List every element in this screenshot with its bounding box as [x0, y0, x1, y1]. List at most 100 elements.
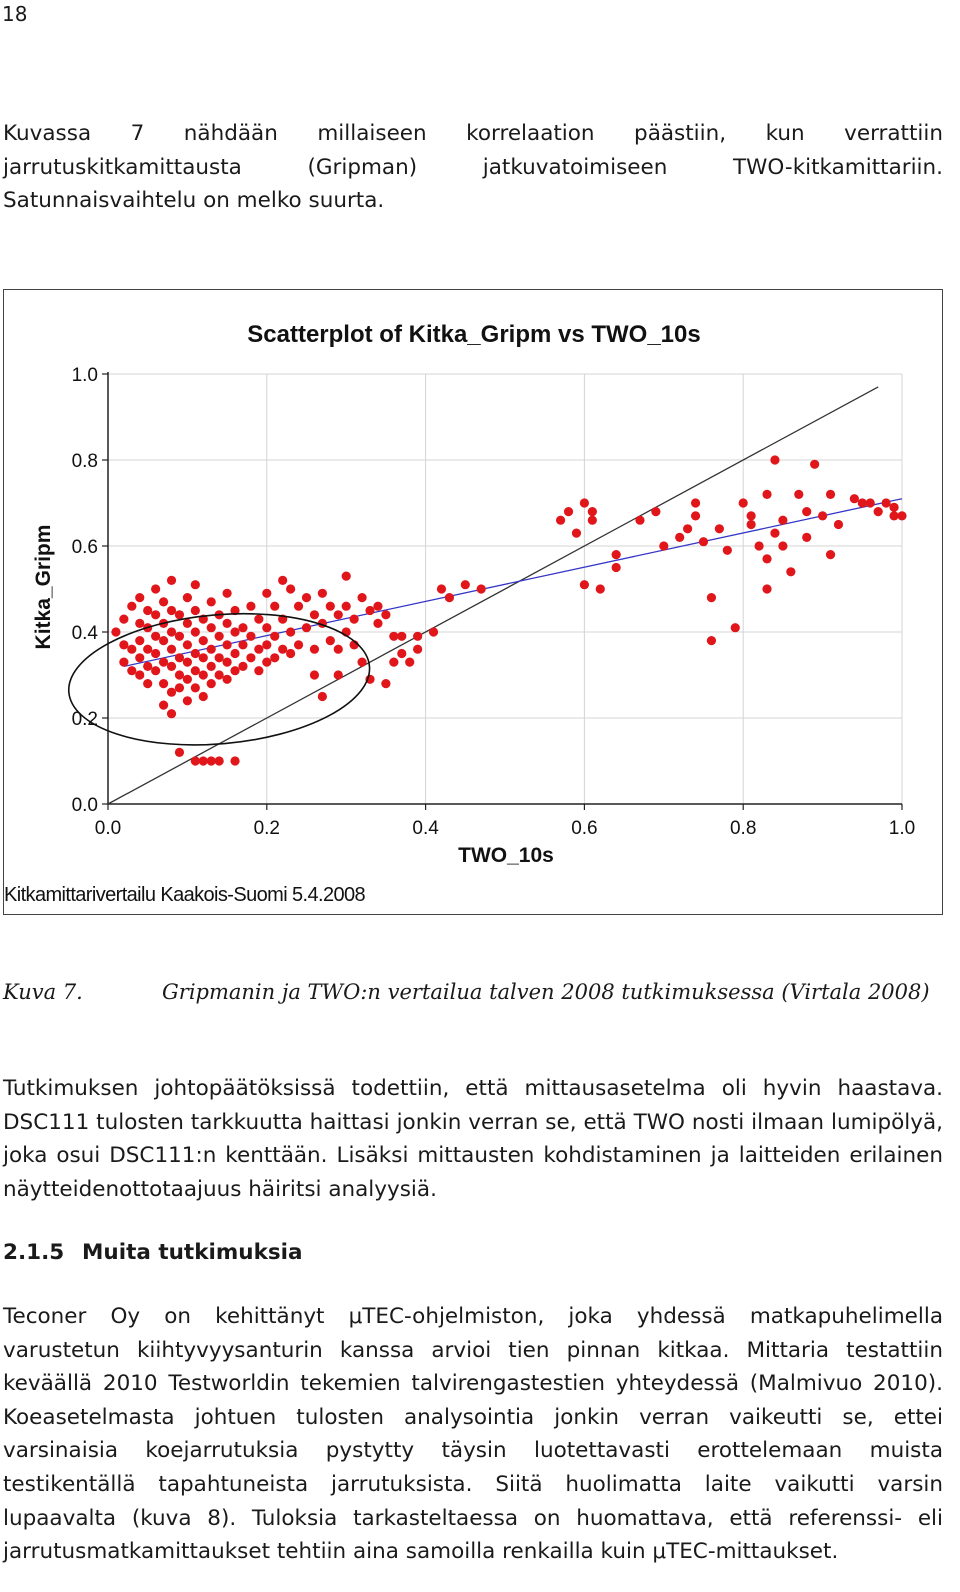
figure-caption-label: Kuva 7.	[3, 980, 83, 1004]
data-point	[873, 507, 883, 517]
data-point	[301, 623, 312, 633]
data-point	[158, 597, 169, 607]
data-point	[730, 623, 740, 633]
data-point	[166, 709, 177, 719]
data-point	[293, 601, 304, 611]
data-point	[857, 498, 867, 508]
data-point	[190, 627, 200, 637]
x-tick-label: 0.6	[571, 818, 597, 839]
figure-footer: Kitkamittarivertailu Kaakois-Suomi 5.4.2…	[4, 884, 366, 906]
x-tick-label: 0.8	[730, 818, 756, 839]
data-point	[158, 636, 169, 646]
chart-title: Scatterplot of Kitka_Gripm vs TWO_10s	[247, 321, 700, 348]
data-point	[158, 657, 169, 667]
data-point	[333, 610, 343, 620]
data-point	[683, 524, 693, 534]
data-point	[802, 507, 812, 517]
data-point	[810, 459, 820, 469]
data-point	[151, 584, 161, 594]
data-point	[262, 623, 272, 633]
x-tick-label: 0.2	[254, 818, 280, 839]
data-point	[293, 640, 304, 650]
data-point	[174, 683, 185, 693]
data-point	[357, 593, 367, 603]
data-point	[381, 610, 391, 620]
data-point	[151, 631, 161, 641]
data-point	[373, 618, 383, 628]
data-point	[198, 756, 208, 766]
data-point	[151, 666, 161, 676]
data-point	[230, 666, 240, 676]
data-point	[143, 679, 153, 689]
x-tick-label: 1.0	[889, 818, 915, 839]
data-point	[230, 756, 240, 766]
data-point	[889, 502, 899, 512]
data-point	[206, 756, 216, 766]
data-point	[222, 618, 232, 628]
scatterplot-chart: Scatterplot of Kitka_Gripm vs TWO_10s 0.…	[4, 321, 915, 906]
y-tick-label: 0.2	[72, 709, 98, 730]
data-point	[190, 605, 200, 616]
data-point	[222, 640, 232, 650]
data-point	[254, 666, 264, 676]
data-point	[341, 601, 351, 611]
y-tick-label: 0.0	[72, 795, 98, 816]
data-point	[897, 511, 907, 521]
data-point	[635, 515, 645, 525]
section-title: Muita tutkimuksia	[82, 1240, 303, 1265]
data-point	[746, 519, 756, 530]
data-point	[286, 648, 296, 659]
data-point	[214, 756, 224, 766]
data-point	[119, 640, 129, 650]
data-point	[373, 601, 383, 611]
data-point	[111, 627, 121, 637]
data-point	[230, 648, 240, 659]
data-point	[238, 661, 248, 671]
data-point	[198, 636, 208, 646]
data-point	[262, 657, 272, 667]
data-point	[690, 511, 701, 521]
data-point	[119, 614, 129, 624]
data-point	[722, 545, 732, 555]
data-point	[286, 627, 296, 637]
data-point	[238, 640, 248, 650]
data-point	[754, 541, 764, 551]
data-point	[135, 636, 145, 646]
chart-points	[111, 455, 907, 766]
data-point	[460, 580, 470, 590]
data-point	[198, 670, 208, 680]
data-point	[190, 648, 200, 659]
data-point	[563, 507, 574, 517]
data-point	[579, 498, 590, 508]
data-point	[706, 593, 717, 603]
data-point	[436, 584, 447, 594]
paragraph-conclusions: Tutkimuksen johtopäätöksissä todettiin, …	[3, 1076, 943, 1202]
data-point	[246, 601, 256, 611]
data-point	[270, 653, 280, 663]
page-number: 18	[2, 2, 28, 26]
data-point	[254, 614, 264, 624]
data-point	[428, 627, 439, 637]
data-point	[405, 657, 415, 667]
data-point	[833, 519, 844, 530]
data-point	[246, 631, 256, 641]
data-point	[143, 605, 153, 616]
data-point	[262, 588, 272, 598]
data-point	[555, 515, 566, 525]
data-point	[587, 515, 597, 525]
data-point	[206, 623, 216, 633]
data-point	[206, 597, 216, 607]
data-point	[206, 679, 216, 689]
data-point	[143, 644, 153, 654]
chart-grid	[108, 373, 903, 804]
y-tick-label: 0.4	[72, 623, 99, 644]
data-point	[174, 747, 185, 757]
data-point	[222, 674, 232, 684]
data-point	[794, 489, 804, 499]
data-point	[786, 567, 796, 577]
y-tick-label: 0.6	[72, 537, 98, 558]
data-point	[135, 670, 145, 680]
data-point	[881, 498, 891, 508]
data-point	[413, 631, 423, 641]
data-point	[349, 614, 359, 624]
